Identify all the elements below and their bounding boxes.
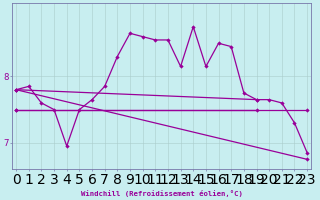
X-axis label: Windchill (Refroidissement éolien,°C): Windchill (Refroidissement éolien,°C) — [81, 190, 243, 197]
